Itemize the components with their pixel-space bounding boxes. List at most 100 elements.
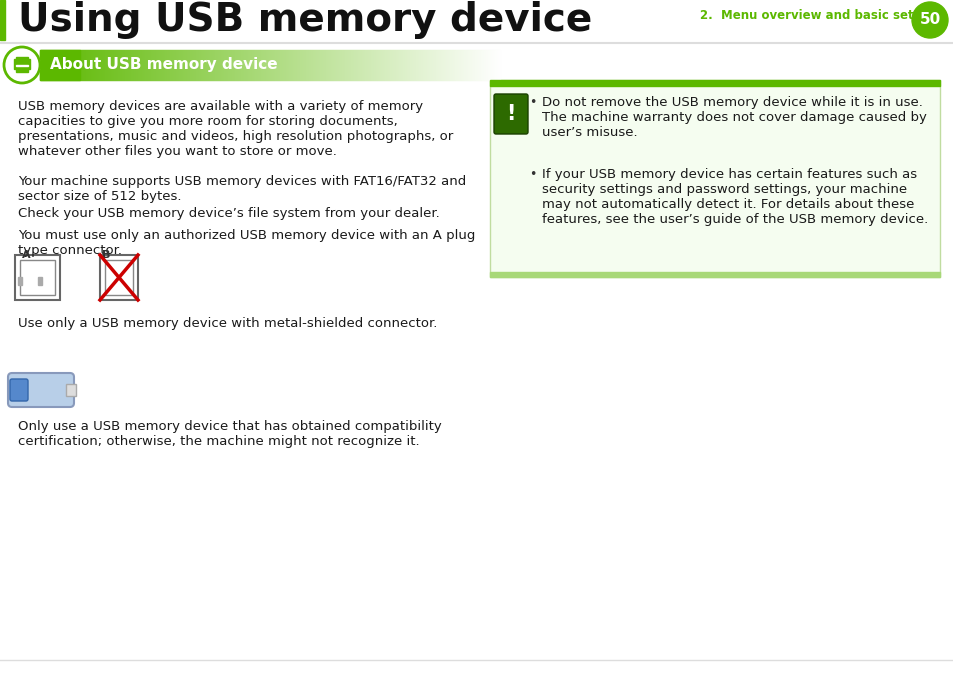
Bar	[187, 50, 188, 80]
Bar	[305, 50, 306, 80]
Bar	[71, 50, 73, 80]
Bar	[179, 50, 180, 80]
Bar	[403, 50, 405, 80]
Bar	[146, 50, 147, 80]
Bar	[110, 50, 111, 80]
Bar	[98, 50, 99, 80]
Bar	[170, 50, 171, 80]
Bar	[233, 50, 234, 80]
Bar	[211, 50, 212, 80]
Bar	[131, 50, 132, 80]
Text: 2.  Menu overview and basic setup: 2. Menu overview and basic setup	[700, 9, 929, 22]
Bar	[94, 50, 95, 80]
Text: Do not remove the USB memory device while it is in use.
The machine warranty doe: Do not remove the USB memory device whil…	[541, 96, 926, 139]
Bar	[418, 50, 419, 80]
Bar	[455, 50, 456, 80]
Bar	[186, 50, 187, 80]
Bar	[459, 50, 460, 80]
Bar	[489, 50, 490, 80]
Text: USB memory devices are available with a variety of memory
capacities to give you: USB memory devices are available with a …	[18, 100, 453, 158]
Bar	[423, 50, 424, 80]
Bar	[456, 50, 457, 80]
Bar	[16, 67, 28, 72]
Bar	[113, 50, 115, 80]
Bar	[462, 50, 463, 80]
Bar	[216, 50, 218, 80]
Bar	[277, 50, 278, 80]
Bar	[294, 50, 295, 80]
Bar	[252, 50, 253, 80]
Bar	[298, 50, 299, 80]
Bar	[209, 50, 210, 80]
Bar	[376, 50, 377, 80]
Bar	[171, 50, 172, 80]
Bar	[458, 50, 459, 80]
Bar	[219, 50, 220, 80]
Bar	[328, 50, 329, 80]
Bar	[275, 50, 276, 80]
Bar	[428, 50, 429, 80]
Bar	[481, 50, 482, 80]
Bar	[58, 50, 59, 80]
Bar	[225, 50, 226, 80]
Bar	[457, 50, 458, 80]
Bar	[314, 50, 315, 80]
Bar	[393, 50, 394, 80]
Bar	[40, 50, 41, 80]
Bar	[286, 50, 287, 80]
Bar	[465, 50, 467, 80]
Bar	[288, 50, 289, 80]
Bar	[89, 50, 90, 80]
Bar	[138, 50, 139, 80]
Bar	[388, 50, 389, 80]
Bar	[143, 50, 144, 80]
Bar	[136, 50, 137, 80]
Bar	[411, 50, 412, 80]
Bar	[160, 50, 161, 80]
Bar	[56, 50, 57, 80]
Bar	[325, 50, 326, 80]
Bar	[116, 50, 117, 80]
Bar	[59, 50, 60, 80]
Bar	[363, 50, 364, 80]
Bar	[103, 50, 104, 80]
Bar	[355, 50, 356, 80]
Bar	[100, 50, 101, 80]
Bar	[183, 50, 184, 80]
Bar	[47, 50, 48, 80]
Bar	[316, 50, 317, 80]
Bar	[245, 50, 246, 80]
Bar	[62, 50, 63, 80]
Bar	[157, 50, 158, 80]
Bar	[353, 50, 354, 80]
Bar	[14, 59, 30, 69]
Bar	[152, 50, 153, 80]
Bar	[43, 50, 44, 80]
Bar	[330, 50, 331, 80]
Bar	[128, 50, 129, 80]
Bar	[221, 50, 222, 80]
Bar	[149, 50, 150, 80]
Bar	[366, 50, 367, 80]
Bar	[494, 50, 495, 80]
Bar	[132, 50, 133, 80]
Bar	[99, 50, 100, 80]
Bar	[193, 50, 194, 80]
Bar	[115, 50, 116, 80]
Bar	[247, 50, 248, 80]
Bar	[438, 50, 439, 80]
Bar	[312, 50, 313, 80]
Bar	[77, 50, 78, 80]
Bar	[471, 50, 472, 80]
Bar	[190, 50, 191, 80]
Bar	[256, 50, 257, 80]
Bar	[461, 50, 462, 80]
Bar	[498, 50, 499, 80]
Bar	[379, 50, 380, 80]
Bar	[448, 50, 449, 80]
Bar	[416, 50, 417, 80]
Bar	[204, 50, 205, 80]
Bar	[174, 50, 175, 80]
Bar	[392, 50, 393, 80]
Bar	[147, 50, 148, 80]
